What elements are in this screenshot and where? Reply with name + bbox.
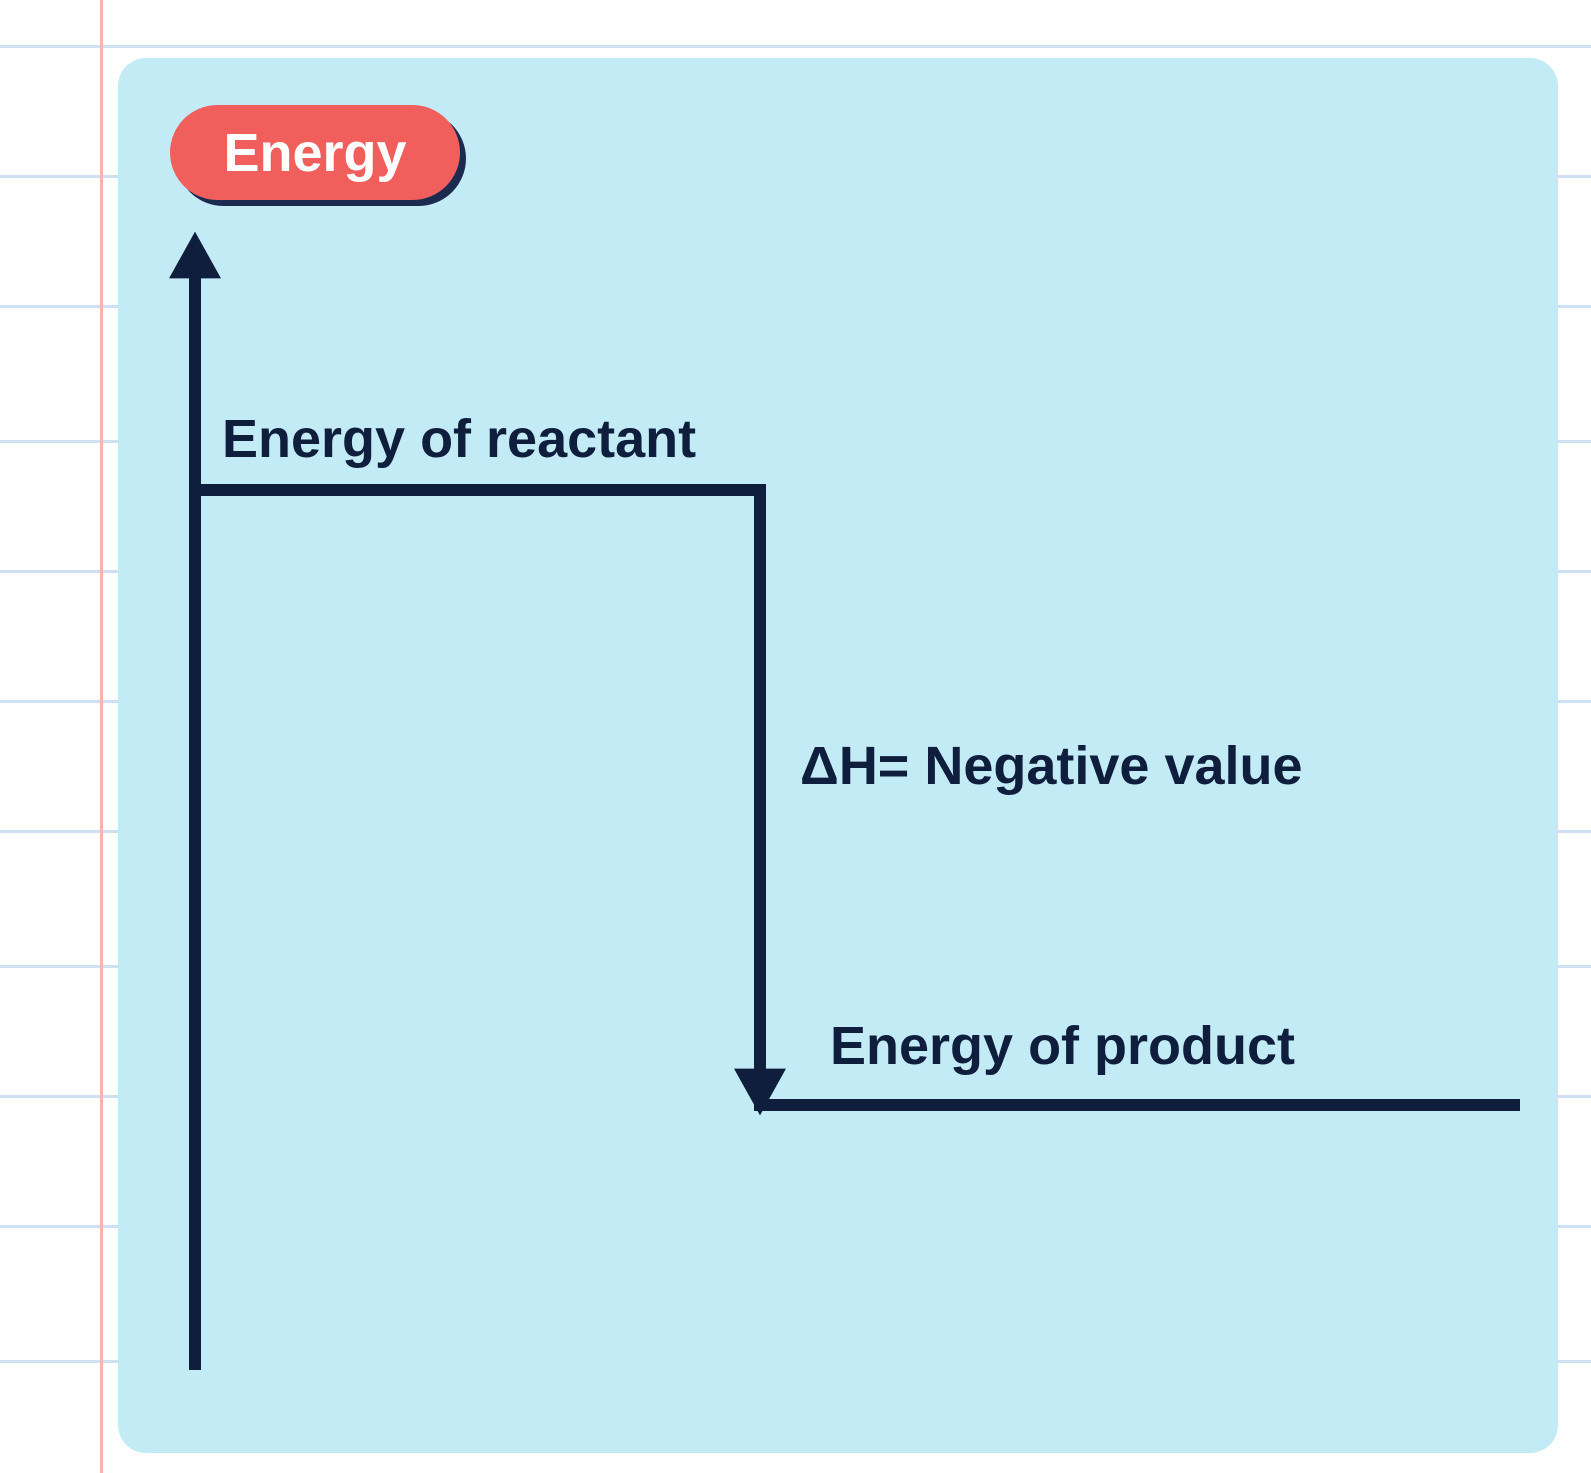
reactant-energy-label: Energy of reactant	[222, 408, 696, 470]
product-energy-label: Energy of product	[830, 1015, 1295, 1077]
energy-diagram	[0, 0, 1591, 1473]
delta-h-label: ΔH= Negative value	[800, 735, 1303, 797]
page-canvas: Energy Energy of reactant ΔH= Negative v…	[0, 0, 1591, 1473]
